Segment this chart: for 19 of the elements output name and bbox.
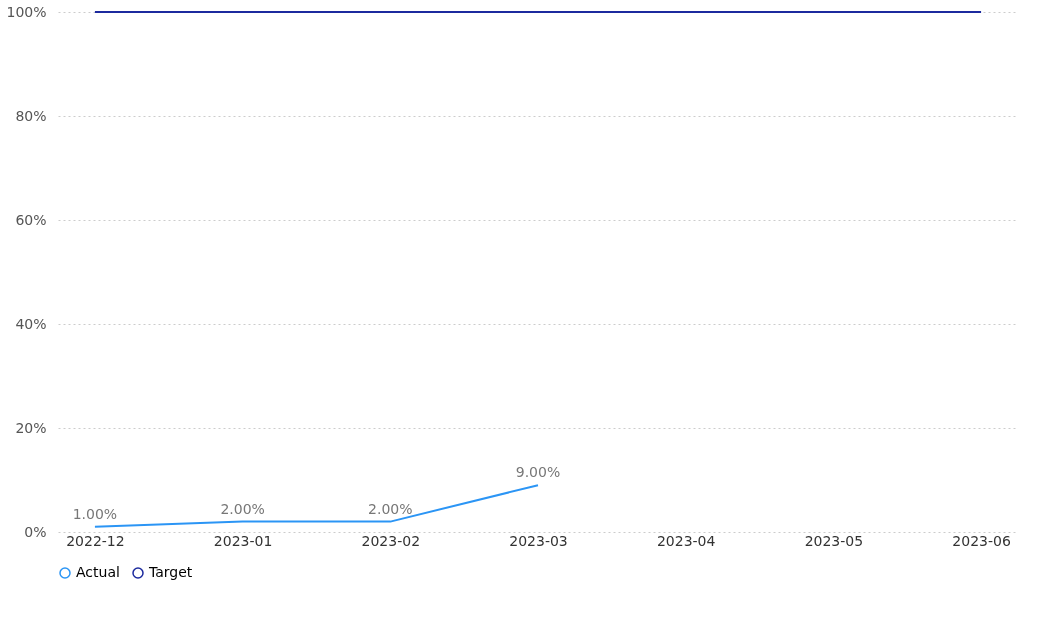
y-tick-label: 20% [15, 419, 47, 436]
y-tick-label: 40% [15, 315, 47, 332]
y-tick-label: 0% [24, 523, 47, 540]
x-tick-label: 2023-02 [361, 532, 421, 549]
y-tick-label: 100% [6, 3, 47, 20]
x-tick-label: 2022-12 [66, 532, 125, 549]
x-tick-label: 2023-05 [804, 532, 864, 549]
data-label: 2.00% [368, 500, 413, 517]
data-label: 9.00% [515, 464, 561, 481]
data-label: 2.00% [220, 500, 265, 517]
y-tick-label: 60% [15, 211, 47, 228]
legend-label: Actual [76, 564, 120, 580]
legend-label: Target [148, 564, 193, 580]
x-tick-label: 2023-06 [952, 532, 1011, 549]
x-tick-label: 2023-04 [656, 532, 716, 549]
x-tick-label: 2023-01 [213, 532, 273, 549]
data-label: 1.00% [72, 505, 118, 522]
x-tick-label: 2023-03 [509, 532, 568, 549]
y-tick-label: 80% [15, 107, 47, 124]
